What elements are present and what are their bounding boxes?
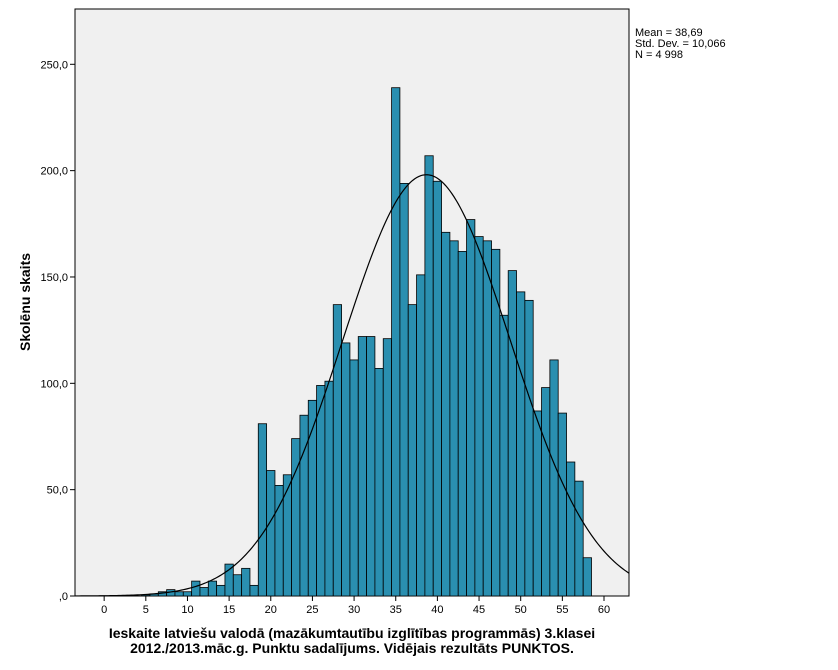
histogram-bar xyxy=(532,410,542,597)
x-tick-label: 15 xyxy=(223,604,235,616)
stats-n: N = 4 998 xyxy=(635,49,683,61)
x-tick-label: 10 xyxy=(181,604,193,616)
x-tick-label: 35 xyxy=(390,604,402,616)
x-tick-label: 60 xyxy=(598,604,610,616)
x-tick-label: 50 xyxy=(515,604,527,616)
histogram-bar xyxy=(574,480,584,597)
histogram-bar xyxy=(174,591,184,597)
histogram-bar xyxy=(182,591,193,597)
histogram-bar xyxy=(366,336,376,597)
histogram-bar xyxy=(524,299,534,597)
histogram-bar xyxy=(291,438,301,597)
histogram-bar xyxy=(382,338,392,597)
histogram-bar xyxy=(316,385,326,597)
histogram-bar xyxy=(341,342,351,597)
histogram-bar xyxy=(441,231,451,597)
y-tick-label: ,0 xyxy=(59,591,68,603)
histogram-bar xyxy=(191,580,201,597)
histogram-bar xyxy=(549,359,559,597)
stats-box: Mean = 38,69 Std. Dev. = 10,066 N = 4 99… xyxy=(635,27,726,61)
normal-curve xyxy=(74,174,630,597)
histogram-bar xyxy=(491,248,501,597)
histogram-bar xyxy=(407,304,417,597)
histogram-bar xyxy=(282,474,292,597)
histogram-bar xyxy=(266,470,276,597)
histogram-bar xyxy=(432,180,442,597)
histogram-bar xyxy=(357,336,367,597)
x-tick-label: 0 xyxy=(101,604,107,616)
histogram-bar xyxy=(349,359,359,597)
x-axis: 0 5 10 15 20 25 30 35 40 45 50 55 60 xyxy=(101,596,610,616)
y-tick-label: 200,0 xyxy=(40,166,68,178)
histogram-bar xyxy=(416,274,426,597)
histogram-bar xyxy=(249,584,259,597)
histogram-bar xyxy=(499,314,509,597)
x-tick-label: 45 xyxy=(473,604,485,616)
y-tick-label: 250,0 xyxy=(40,59,68,71)
histogram-bar xyxy=(582,557,592,597)
histogram-bar xyxy=(541,387,551,597)
histogram-bar xyxy=(257,423,268,597)
histogram-bar xyxy=(424,155,434,597)
x-tick-label: 30 xyxy=(348,604,360,616)
histogram-bar xyxy=(466,219,476,597)
stats-std-dev: Std. Dev. = 10,066 xyxy=(635,38,726,50)
histogram-bar xyxy=(449,240,459,597)
y-tick-label: 50,0 xyxy=(47,485,68,497)
histogram-bar xyxy=(474,236,484,597)
histogram-bar xyxy=(507,270,517,597)
histogram-bar xyxy=(232,574,243,597)
histogram-bar xyxy=(374,368,384,597)
histogram-bar xyxy=(324,380,334,597)
x-tick-label: 40 xyxy=(431,604,443,616)
histogram-bar xyxy=(207,580,218,597)
histogram-bar xyxy=(199,587,209,597)
y-tick-label: 150,0 xyxy=(40,272,68,284)
x-tick-label: 20 xyxy=(265,604,277,616)
x-axis-label-line-2: 2012./2013.māc.g. Punktu sadalījums. Vid… xyxy=(130,640,574,656)
histogram-bar xyxy=(457,251,467,597)
stats-mean: Mean = 38,69 xyxy=(635,27,703,39)
bars-layer xyxy=(141,87,592,597)
y-axis-label: Skolēnu skaits xyxy=(17,253,33,351)
histogram-bar xyxy=(216,584,226,597)
x-tick-label: 55 xyxy=(556,604,568,616)
x-tick-label: 25 xyxy=(306,604,318,616)
histogram-bar xyxy=(566,461,576,597)
y-tick-label: 100,0 xyxy=(40,378,68,390)
histogram-bar xyxy=(399,182,409,597)
x-tick-label: 5 xyxy=(143,604,149,616)
y-axis: ,0 50,0 100,0 150,0 200,0 250,0 xyxy=(40,59,75,603)
histogram-bar xyxy=(482,240,492,597)
histogram-bar xyxy=(241,567,251,597)
histogram-bar xyxy=(557,412,567,597)
histogram-bar xyxy=(516,291,526,597)
histogram-bar xyxy=(391,87,401,597)
x-axis-label-line-1: Ieskaite latviešu valodā (mazākumtautību… xyxy=(109,625,595,641)
histogram-bar xyxy=(274,485,284,597)
